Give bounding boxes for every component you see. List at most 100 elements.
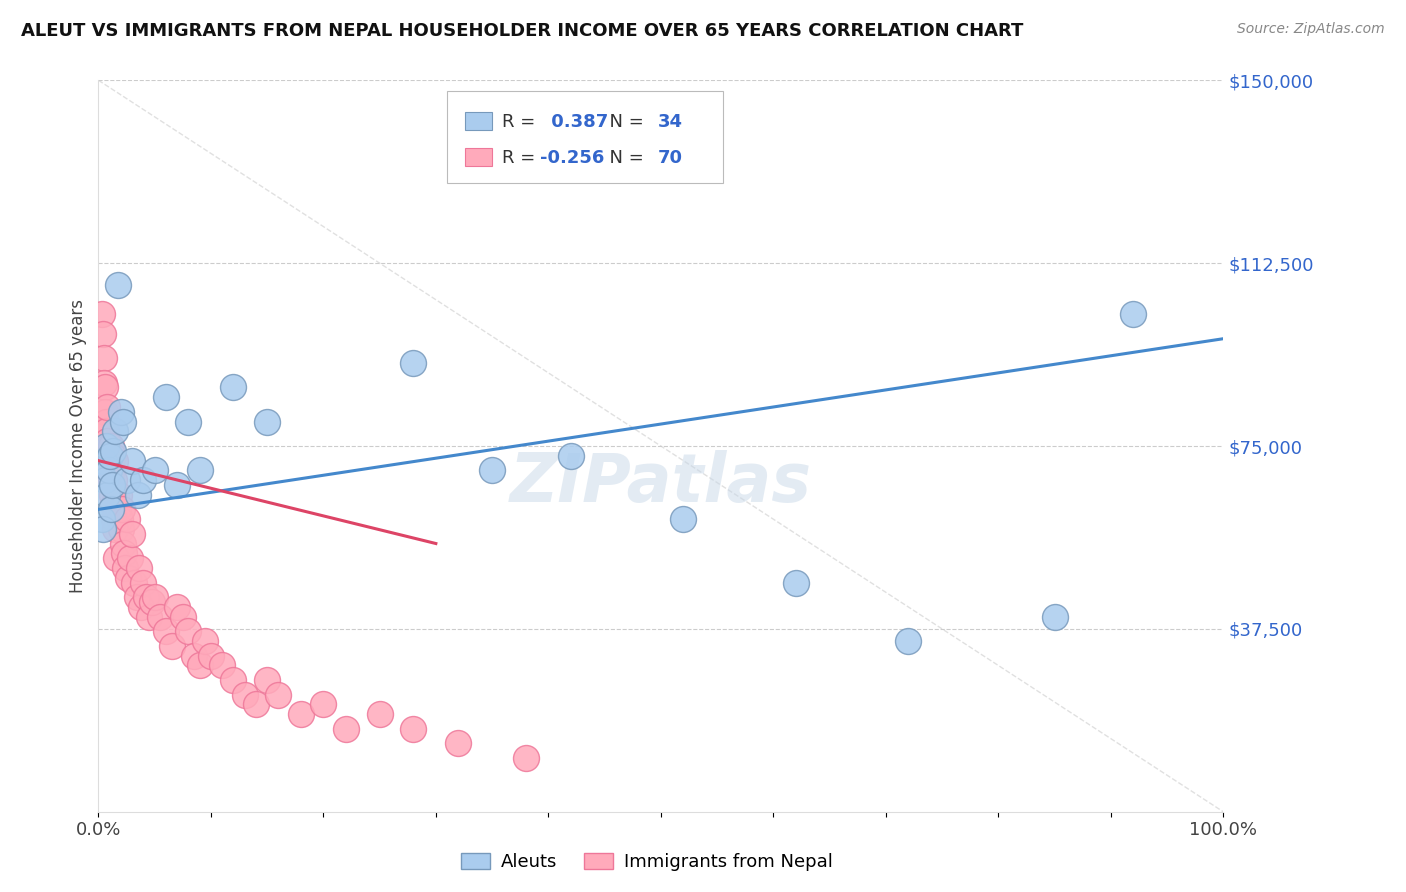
Point bbox=[166, 599, 188, 614]
Point bbox=[101, 463, 124, 477]
Point bbox=[132, 473, 155, 487]
Text: R =: R = bbox=[502, 112, 541, 131]
Text: 0.387: 0.387 bbox=[546, 112, 609, 131]
Point bbox=[101, 478, 124, 492]
Point bbox=[177, 624, 200, 639]
Point bbox=[100, 439, 122, 453]
Point bbox=[188, 463, 211, 477]
Point bbox=[183, 648, 205, 663]
Point bbox=[94, 380, 117, 394]
Point bbox=[97, 439, 120, 453]
Point bbox=[103, 473, 125, 487]
Point bbox=[132, 575, 155, 590]
Point bbox=[98, 463, 121, 477]
Point bbox=[100, 502, 122, 516]
Point bbox=[112, 546, 135, 560]
Point bbox=[105, 488, 128, 502]
Point bbox=[256, 673, 278, 687]
Point bbox=[115, 512, 138, 526]
Point bbox=[121, 526, 143, 541]
Point bbox=[312, 698, 335, 712]
Point bbox=[155, 624, 177, 639]
Point bbox=[267, 688, 290, 702]
Point bbox=[96, 434, 118, 449]
Point bbox=[101, 488, 124, 502]
Point bbox=[115, 473, 138, 487]
Text: R =: R = bbox=[502, 149, 541, 167]
Point bbox=[194, 634, 217, 648]
Point bbox=[114, 561, 136, 575]
Point bbox=[94, 405, 117, 419]
Point bbox=[90, 307, 112, 321]
Point bbox=[108, 512, 131, 526]
Point bbox=[155, 390, 177, 404]
Point bbox=[110, 522, 132, 536]
Point bbox=[177, 415, 200, 429]
Point bbox=[200, 648, 222, 663]
Point bbox=[897, 634, 920, 648]
Point bbox=[98, 453, 121, 467]
Text: N =: N = bbox=[598, 149, 650, 167]
Point bbox=[101, 443, 124, 458]
Point bbox=[96, 415, 118, 429]
Point bbox=[335, 722, 357, 736]
Point bbox=[402, 722, 425, 736]
Point bbox=[1043, 609, 1066, 624]
Point bbox=[143, 463, 166, 477]
Point bbox=[127, 488, 149, 502]
Point bbox=[129, 599, 152, 614]
Point bbox=[94, 473, 117, 487]
Point bbox=[112, 536, 135, 550]
Point bbox=[233, 688, 256, 702]
Point bbox=[91, 326, 114, 341]
Point bbox=[110, 405, 132, 419]
Point bbox=[111, 502, 134, 516]
Point bbox=[211, 658, 233, 673]
FancyBboxPatch shape bbox=[447, 91, 723, 183]
Point bbox=[96, 488, 118, 502]
Point bbox=[515, 751, 537, 765]
Point bbox=[256, 415, 278, 429]
Point bbox=[368, 707, 391, 722]
Point bbox=[90, 512, 112, 526]
Point bbox=[672, 512, 695, 526]
Point bbox=[402, 356, 425, 370]
Point bbox=[222, 380, 245, 394]
Point bbox=[245, 698, 267, 712]
Point bbox=[91, 522, 114, 536]
Point bbox=[138, 609, 160, 624]
Point bbox=[98, 449, 121, 463]
Point bbox=[93, 351, 115, 366]
Point bbox=[124, 575, 146, 590]
Point bbox=[222, 673, 245, 687]
Point bbox=[1122, 307, 1144, 321]
Text: N =: N = bbox=[598, 112, 650, 131]
Point bbox=[166, 478, 188, 492]
Point bbox=[100, 473, 122, 487]
Point bbox=[481, 463, 503, 477]
Point bbox=[96, 439, 118, 453]
Text: ALEUT VS IMMIGRANTS FROM NEPAL HOUSEHOLDER INCOME OVER 65 YEARS CORRELATION CHAR: ALEUT VS IMMIGRANTS FROM NEPAL HOUSEHOLD… bbox=[21, 22, 1024, 40]
Point bbox=[97, 463, 120, 477]
Point bbox=[785, 575, 807, 590]
Point bbox=[104, 522, 127, 536]
Point bbox=[143, 590, 166, 604]
Point bbox=[125, 590, 148, 604]
Text: 34: 34 bbox=[658, 112, 682, 131]
FancyBboxPatch shape bbox=[465, 112, 492, 130]
Point bbox=[101, 449, 124, 463]
Point bbox=[160, 639, 183, 653]
Point bbox=[101, 498, 124, 512]
Point bbox=[105, 551, 128, 566]
Point bbox=[97, 449, 120, 463]
Point bbox=[118, 551, 141, 566]
Point bbox=[107, 488, 129, 502]
Legend: Aleuts, Immigrants from Nepal: Aleuts, Immigrants from Nepal bbox=[454, 846, 839, 879]
Point bbox=[112, 415, 135, 429]
Point bbox=[188, 658, 211, 673]
Point bbox=[447, 736, 470, 750]
Point bbox=[107, 278, 129, 293]
Point bbox=[96, 425, 118, 439]
Point bbox=[141, 595, 163, 609]
Point bbox=[104, 425, 127, 439]
